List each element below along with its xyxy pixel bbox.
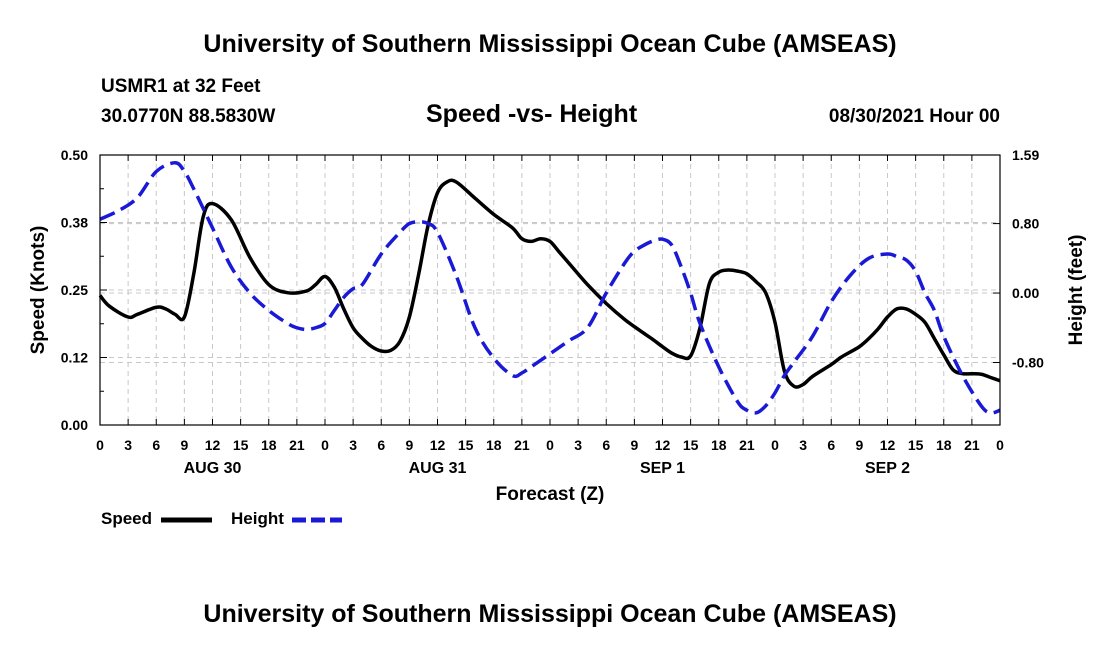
x-tick-label: 9 — [180, 437, 188, 453]
x-tick-label: 18 — [711, 437, 727, 453]
x-tick-label: 3 — [349, 437, 357, 453]
left-tick-label: 0.25 — [61, 282, 88, 298]
x-tick-label: 3 — [799, 437, 807, 453]
x-tick-label: 9 — [405, 437, 413, 453]
axes: 0 3 6 9 12 15 18 21 0 3 6 9 12 15 18 21 0 3 6 9 12 15 18 21 0 3 6 9… — [61, 147, 1044, 477]
x-tick-label: 18 — [936, 437, 952, 453]
x-axis-label: Forecast (Z) — [496, 484, 605, 505]
x-tick-label: 21 — [514, 437, 530, 453]
x-tick-label: 6 — [152, 437, 160, 453]
right-axis-label: Height (feet) — [1066, 235, 1087, 346]
x-tick-label: 12 — [430, 437, 446, 453]
x-tick-label: 9 — [630, 437, 638, 453]
series-line-speed — [98, 178, 1001, 389]
date-label: AUG 31 — [409, 460, 467, 477]
legend-height-label: Height — [231, 509, 284, 528]
footer-title: University of Southern Mississippi Ocean… — [203, 600, 897, 628]
x-tick-label: 9 — [855, 437, 863, 453]
x-tick-label: 3 — [124, 437, 132, 453]
right-tick-label: 0.00 — [1012, 285, 1039, 301]
x-tick-label: 0 — [321, 437, 329, 453]
right-tick-label: 0.80 — [1012, 216, 1039, 232]
series-layer — [98, 161, 1001, 415]
left-axis-label: Speed (Knots) — [28, 226, 49, 355]
x-tick-label: 18 — [261, 437, 277, 453]
left-tick-label: 0.50 — [61, 147, 88, 163]
date-label: SEP 2 — [865, 460, 910, 477]
right-tick-label: 1.59 — [1012, 147, 1039, 163]
x-tick-label: 3 — [574, 437, 582, 453]
x-tick-label: 0 — [546, 437, 554, 453]
x-tick-label: 6 — [377, 437, 385, 453]
x-tick-label: 15 — [458, 437, 474, 453]
grid — [100, 155, 1000, 425]
x-tick-label: 12 — [655, 437, 671, 453]
station-label: USMR1 at 32 Feet — [101, 76, 261, 97]
right-tick-label: -0.80 — [1012, 354, 1044, 370]
x-tick-label: 0 — [996, 437, 1004, 453]
x-tick-label: 15 — [908, 437, 924, 453]
series-line-height — [99, 161, 1001, 415]
x-tick-label: 6 — [602, 437, 610, 453]
forecast-datetime: 08/30/2021 Hour 00 — [828, 106, 1000, 127]
x-tick-label: 6 — [827, 437, 835, 453]
left-tick-label: 0.38 — [61, 215, 88, 231]
left-tick-label: 0.00 — [61, 417, 88, 433]
x-tick-label: 15 — [683, 437, 699, 453]
x-tick-label: 21 — [964, 437, 980, 453]
date-label: SEP 1 — [640, 460, 685, 477]
x-tick-label: 15 — [233, 437, 249, 453]
left-tick-label: 0.12 — [61, 350, 88, 366]
chart-title: University of Southern Mississippi Ocean… — [203, 30, 897, 58]
x-tick-label: 18 — [486, 437, 502, 453]
x-tick-label: 0 — [96, 437, 104, 453]
date-label: AUG 30 — [184, 460, 242, 477]
x-tick-label: 0 — [771, 437, 779, 453]
x-tick-label: 21 — [289, 437, 305, 453]
x-tick-label: 12 — [205, 437, 221, 453]
x-tick-label: 12 — [880, 437, 896, 453]
station-coordinates: 30.0770N 88.5830W — [101, 106, 276, 127]
legend-speed-label: Speed — [101, 509, 153, 528]
x-tick-label: 21 — [739, 437, 755, 453]
chart-subtitle: Speed -vs- Height — [426, 100, 638, 128]
